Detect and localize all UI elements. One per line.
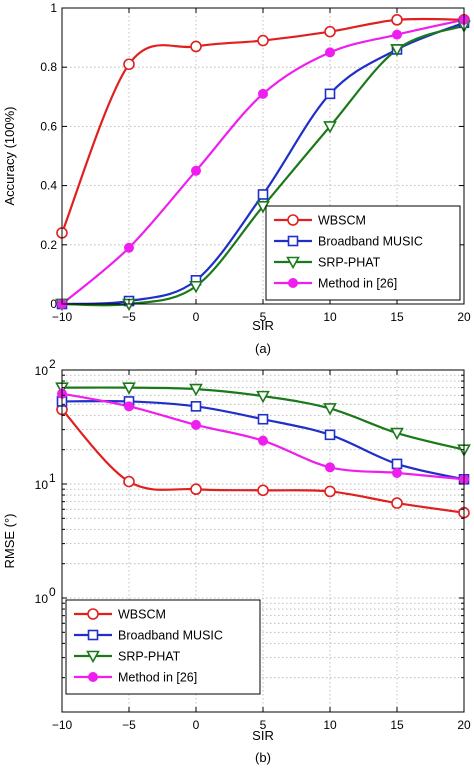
data-point-s2-1 — [122, 382, 136, 395]
x-tick-label: −10 — [52, 718, 73, 732]
y-tick-label: 0.6 — [40, 119, 57, 133]
data-point-s3-4 — [325, 462, 335, 473]
data-point-s3-2 — [191, 419, 201, 430]
data-point-s3-1 — [124, 401, 134, 412]
y-tick-label-exponent: 2 — [49, 357, 56, 371]
x-tick-label: 10 — [323, 718, 337, 732]
data-point-s2-2 — [189, 383, 203, 397]
legend-label-1: Broadband MUSIC — [118, 629, 223, 643]
legend-marker-2 — [86, 650, 100, 664]
legend-label-2: SRP-PHAT — [318, 256, 381, 270]
data-point-s3-2 — [191, 165, 201, 176]
legend-label-3: Method in [26] — [318, 277, 397, 291]
legend-marker-3 — [288, 278, 298, 288]
y-tick-label: 1 — [50, 1, 57, 15]
y-tick-label: 10 — [35, 478, 49, 492]
legend-marker-2 — [286, 256, 300, 270]
data-point-s0-5 — [391, 14, 403, 26]
x-tick-label: 5 — [260, 310, 267, 324]
y-tick-label: 0.2 — [40, 238, 57, 252]
data-point-s2-2 — [189, 280, 203, 294]
legend: WBSCM Broadband MUSIC SRP-PHAT Method in [2… — [265, 205, 461, 301]
legend: WBSCM Broadband MUSIC SRP-PHAT Method in [2… — [65, 599, 261, 695]
panel-caption: (b) — [255, 750, 271, 765]
x-axis-label: SIR — [252, 318, 274, 333]
data-point-s0-4 — [324, 25, 336, 38]
data-point-s0-2 — [190, 40, 202, 53]
panel-caption: (a) — [255, 341, 271, 356]
y-axis-label: RMSE (°) — [2, 513, 17, 568]
data-point-s1-3 — [257, 413, 269, 425]
y-tick-label-exponent: 0 — [49, 585, 56, 599]
data-point-s1-4 — [324, 429, 336, 441]
x-tick-label: 0 — [193, 718, 200, 732]
x-tick-label: −5 — [122, 718, 136, 732]
y-tick-label: 0.4 — [40, 179, 57, 193]
y-tick-label: 0 — [50, 297, 57, 311]
data-point-s1-5 — [391, 458, 403, 470]
data-point-s2-4 — [323, 121, 337, 134]
data-point-s0-2 — [190, 483, 202, 496]
data-point-s1-3 — [257, 189, 269, 200]
chart-panel-a: −10 −5 0 5 10 15 20 0 0.2 0.4 0.6 0.8 1 SIR Accuracy (… — [2, 1, 471, 356]
x-tick-label: 15 — [390, 310, 404, 324]
legend-label-2: SRP-PHAT — [118, 650, 181, 664]
data-point-s3-3 — [258, 435, 268, 446]
x-tick-label: 5 — [260, 718, 267, 732]
data-point-s3-1 — [124, 242, 134, 253]
legend-label-0: WBSCM — [318, 214, 366, 228]
y-axis-label: Accuracy (100%) — [2, 107, 17, 206]
legend-marker-0 — [287, 214, 299, 226]
y-tick-label-exponent: 1 — [49, 471, 56, 485]
x-tick-label: 15 — [390, 718, 404, 732]
data-point-s2-4 — [323, 403, 337, 416]
y-tick-label: 10 — [35, 592, 49, 606]
legend-marker-1 — [287, 235, 299, 247]
x-axis-label: SIR — [252, 728, 274, 743]
data-point-s3-3 — [258, 88, 268, 99]
x-tick-label: 20 — [457, 718, 471, 732]
x-tick-label: 0 — [193, 310, 200, 324]
data-point-s0-3 — [257, 34, 269, 47]
legend-label-3: Method in [26] — [118, 671, 197, 685]
x-tick-label: 20 — [457, 310, 471, 324]
legend-marker-3 — [88, 672, 98, 682]
legend-label-1: Broadband MUSIC — [318, 235, 423, 249]
y-tick-label: 0.8 — [40, 60, 57, 74]
data-point-s2-5 — [390, 44, 404, 57]
legend-marker-1 — [87, 629, 99, 641]
x-tick-label: 10 — [323, 310, 337, 324]
data-point-s1-2 — [190, 401, 202, 412]
data-point-s2-3 — [256, 390, 270, 404]
data-point-s0-1 — [123, 475, 135, 488]
data-point-s0-3 — [257, 484, 269, 497]
x-tick-label: −5 — [122, 310, 136, 324]
data-point-s0-4 — [324, 485, 336, 498]
legend-label-0: WBSCM — [118, 608, 166, 622]
legend-marker-0 — [87, 608, 99, 620]
x-tick-label: −10 — [52, 310, 73, 324]
data-point-s0-1 — [123, 58, 135, 71]
y-tick-label: 10 — [35, 364, 49, 378]
data-point-s3-5 — [392, 467, 402, 478]
data-point-s3-5 — [392, 29, 402, 40]
data-point-s1-4 — [324, 88, 336, 100]
data-point-s3-4 — [325, 47, 335, 58]
data-point-s2-5 — [390, 427, 404, 441]
data-point-s0-5 — [391, 497, 403, 509]
